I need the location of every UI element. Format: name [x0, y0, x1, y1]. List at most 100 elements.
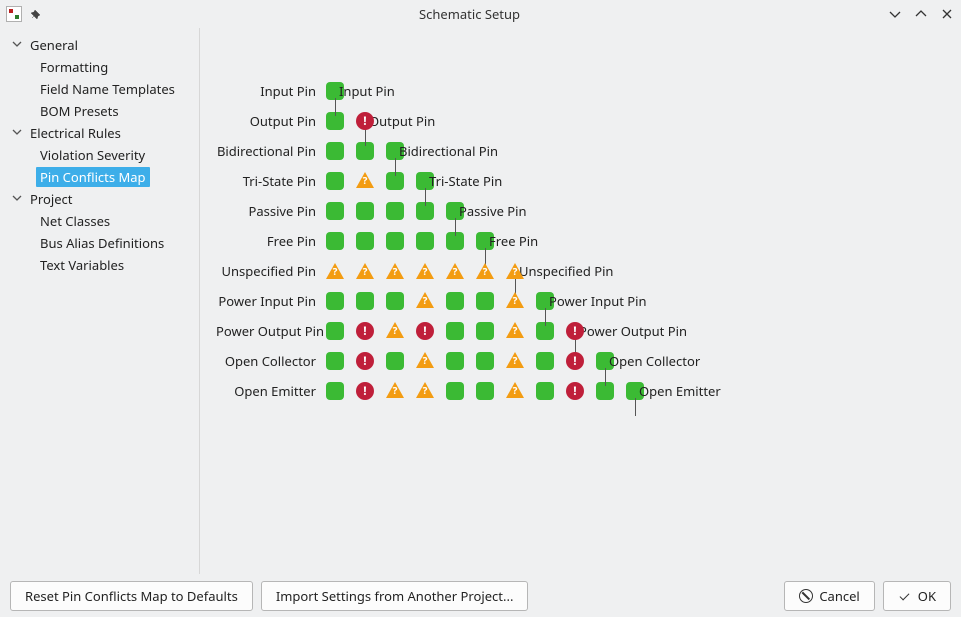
matrix-cell-ok[interactable] — [356, 202, 374, 220]
row-label: Open Emitter — [216, 382, 326, 400]
matrix-cell-warn[interactable] — [506, 382, 524, 398]
sidebar-item[interactable]: Text Variables — [40, 254, 199, 276]
matrix-cell-ok[interactable] — [326, 322, 344, 340]
matrix-row: Passive Pin — [216, 196, 951, 226]
matrix-cell-ok[interactable] — [536, 382, 554, 400]
matrix-cell-ok[interactable] — [326, 292, 344, 310]
body: GeneralFormatting Field Name Templates BOM… — [0, 28, 961, 574]
matrix-cell-ok[interactable] — [386, 202, 404, 220]
matrix-cell-ok[interactable] — [476, 382, 494, 400]
window-controls — [887, 6, 955, 22]
matrix-cell-warn[interactable] — [356, 172, 374, 188]
column-label: Passive Pin — [459, 202, 527, 220]
sidebar-item-label: Pin Conflicts Map — [36, 167, 150, 187]
close-icon[interactable] — [939, 6, 955, 22]
matrix-cell-ok[interactable] — [326, 202, 344, 220]
matrix-cell-warn[interactable] — [416, 382, 434, 398]
matrix-cell-ok[interactable] — [476, 322, 494, 340]
matrix-cell-err[interactable] — [356, 382, 374, 400]
cancel-button[interactable]: Cancel — [784, 581, 874, 611]
matrix-cell-warn[interactable] — [386, 382, 404, 398]
sidebar-item[interactable]: Field Name Templates — [40, 78, 199, 100]
sidebar-item[interactable]: Violation Severity — [40, 144, 199, 166]
column-label: Bidirectional Pin — [399, 142, 498, 160]
column-tick — [425, 188, 426, 206]
matrix-cell-warn[interactable] — [506, 322, 524, 338]
column-tick — [335, 98, 336, 116]
sidebar-section[interactable]: Electrical Rules — [6, 122, 199, 144]
reset-button[interactable]: Reset Pin Conflicts Map to Defaults — [10, 581, 253, 611]
matrix-cell-err[interactable] — [566, 322, 584, 340]
matrix-cell-err[interactable] — [356, 322, 374, 340]
matrix-cell-err[interactable] — [416, 322, 434, 340]
ok-button[interactable]: OK — [883, 581, 951, 611]
matrix-cell-ok[interactable] — [476, 352, 494, 370]
matrix-row: Bidirectional Pin — [216, 136, 951, 166]
matrix-cell-warn[interactable] — [506, 263, 524, 279]
matrix-cell-ok[interactable] — [446, 322, 464, 340]
matrix-cell-ok[interactable] — [386, 292, 404, 310]
matrix-cell-warn[interactable] — [416, 292, 434, 308]
sidebar-section[interactable]: General — [6, 34, 199, 56]
sidebar-item[interactable]: BOM Presets — [40, 100, 199, 122]
matrix-cell-ok[interactable] — [446, 382, 464, 400]
matrix-cell-warn[interactable] — [446, 263, 464, 279]
matrix-cell-ok[interactable] — [386, 232, 404, 250]
matrix-cell-warn[interactable] — [326, 263, 344, 279]
sidebar-item[interactable]: Bus Alias Definitions — [40, 232, 199, 254]
maximize-icon[interactable] — [913, 6, 929, 22]
matrix-cell-ok[interactable] — [356, 292, 374, 310]
matrix-cell-warn[interactable] — [476, 263, 494, 279]
matrix-cell-ok[interactable] — [326, 232, 344, 250]
matrix-cell-ok[interactable] — [326, 172, 344, 190]
sidebar-item[interactable]: Net Classes — [40, 210, 199, 232]
pin-icon[interactable] — [28, 6, 44, 22]
matrix-row: Input Pin — [216, 76, 951, 106]
matrix-cell-err[interactable] — [356, 112, 374, 130]
chevron-down-icon[interactable] — [10, 126, 24, 141]
chevron-down-icon[interactable] — [10, 192, 24, 207]
import-button[interactable]: Import Settings from Another Project... — [261, 581, 529, 611]
matrix-cell-ok[interactable] — [536, 352, 554, 370]
sidebar-item-label: Net Classes — [40, 212, 110, 230]
matrix-cell-warn[interactable] — [416, 352, 434, 368]
sidebar-item[interactable]: Pin Conflicts Map — [40, 166, 199, 188]
matrix-cell-err[interactable] — [566, 352, 584, 370]
matrix-cell-ok[interactable] — [326, 352, 344, 370]
matrix-cell-warn[interactable] — [386, 263, 404, 279]
column-label: Free Pin — [489, 232, 538, 250]
matrix-cell-ok[interactable] — [326, 382, 344, 400]
matrix-cell-ok[interactable] — [416, 232, 434, 250]
matrix-cell-warn[interactable] — [416, 263, 434, 279]
matrix-cell-err[interactable] — [566, 382, 584, 400]
minimize-icon[interactable] — [887, 6, 903, 22]
matrix-cell-ok[interactable] — [476, 292, 494, 310]
matrix-cell-warn[interactable] — [506, 352, 524, 368]
column-tick — [605, 368, 606, 386]
row-label: Power Output Pin — [216, 322, 326, 340]
matrix-cell-ok[interactable] — [326, 142, 344, 160]
matrix-cell-ok[interactable] — [356, 232, 374, 250]
titlebar: Schematic Setup — [0, 0, 961, 28]
column-label: Open Emitter — [639, 382, 721, 400]
row-label: Input Pin — [216, 82, 326, 100]
sidebar-item[interactable]: Formatting — [40, 56, 199, 78]
matrix-cell-warn[interactable] — [356, 263, 374, 279]
matrix-row: Open Emitter — [216, 376, 951, 406]
row-label: Unspecified Pin — [216, 262, 326, 280]
matrix-cell-warn[interactable] — [386, 322, 404, 338]
app-icon — [6, 6, 22, 22]
sidebar-section[interactable]: Project — [6, 188, 199, 210]
sidebar-item-label: Field Name Templates — [40, 80, 175, 98]
sidebar: GeneralFormatting Field Name Templates BOM… — [0, 28, 200, 574]
matrix-cell-ok[interactable] — [446, 292, 464, 310]
matrix-row: Open Collector — [216, 346, 951, 376]
matrix-cell-ok[interactable] — [446, 352, 464, 370]
matrix-cell-ok[interactable] — [386, 352, 404, 370]
column-tick — [635, 398, 636, 416]
matrix-cell-err[interactable] — [356, 352, 374, 370]
chevron-down-icon[interactable] — [10, 38, 24, 53]
matrix-row: Free Pin — [216, 226, 951, 256]
matrix-cell-warn[interactable] — [506, 292, 524, 308]
matrix-row: Power Output Pin — [216, 316, 951, 346]
